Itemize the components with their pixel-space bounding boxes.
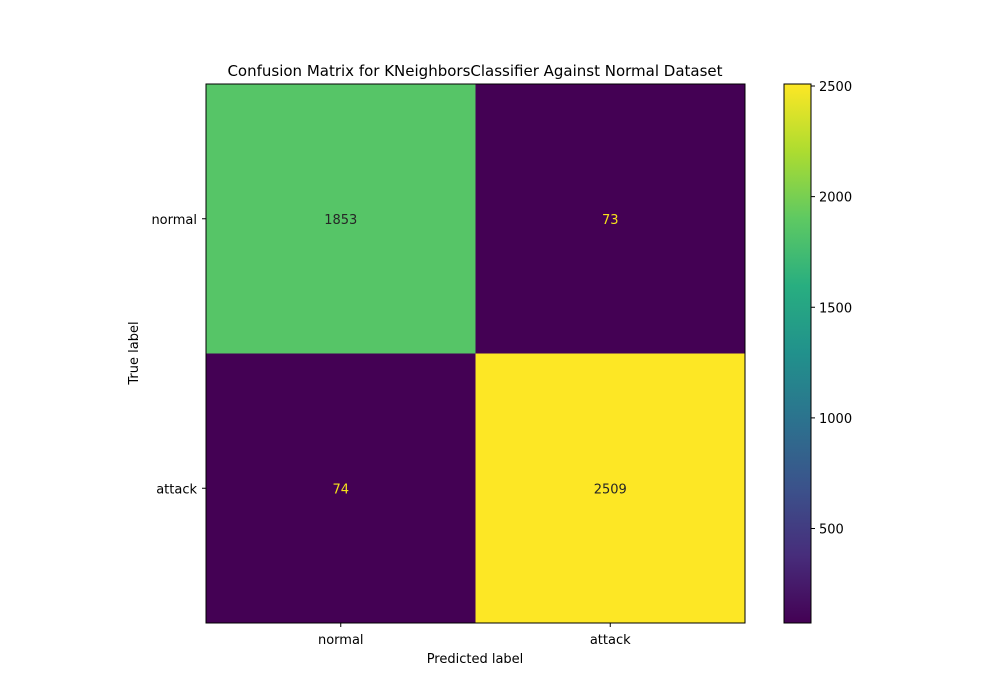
matrix-cell-labels: 1853 73 74 2509 bbox=[324, 213, 627, 498]
colorbar-tick-label: 2500 bbox=[819, 80, 852, 95]
matrix-cell bbox=[475, 84, 745, 354]
matrix-cell bbox=[206, 84, 476, 354]
chart-title: Confusion Matrix for KNeighborsClassifie… bbox=[227, 62, 722, 80]
matrix-cell bbox=[475, 353, 745, 623]
x-tick-label: attack bbox=[590, 633, 631, 648]
colorbar-ticks: 500 1000 1500 2000 2500 bbox=[811, 80, 852, 538]
y-axis-label: True label bbox=[127, 321, 142, 385]
y-axis-ticks: normal attack bbox=[151, 213, 206, 497]
x-tick-label: normal bbox=[318, 633, 364, 648]
y-tick-label: attack bbox=[156, 482, 197, 497]
colorbar-tick-label: 2000 bbox=[819, 191, 852, 206]
colorbar-tick-label: 500 bbox=[819, 523, 844, 538]
colorbar-tick-label: 1000 bbox=[819, 412, 852, 427]
cell-value-label: 74 bbox=[332, 482, 349, 497]
x-axis-ticks: normal attack bbox=[318, 623, 631, 648]
cell-value-label: 2509 bbox=[594, 482, 627, 497]
plot-frame bbox=[205, 83, 746, 624]
y-tick-label: normal bbox=[151, 213, 197, 228]
cell-value-label: 1853 bbox=[324, 213, 357, 228]
colorbar bbox=[783, 83, 812, 624]
x-axis-label: Predicted label bbox=[427, 652, 524, 667]
colorbar-tick-label: 1500 bbox=[819, 301, 852, 316]
matrix-cells bbox=[206, 84, 745, 623]
matrix-cell bbox=[206, 353, 476, 623]
cell-value-label: 73 bbox=[602, 213, 619, 228]
